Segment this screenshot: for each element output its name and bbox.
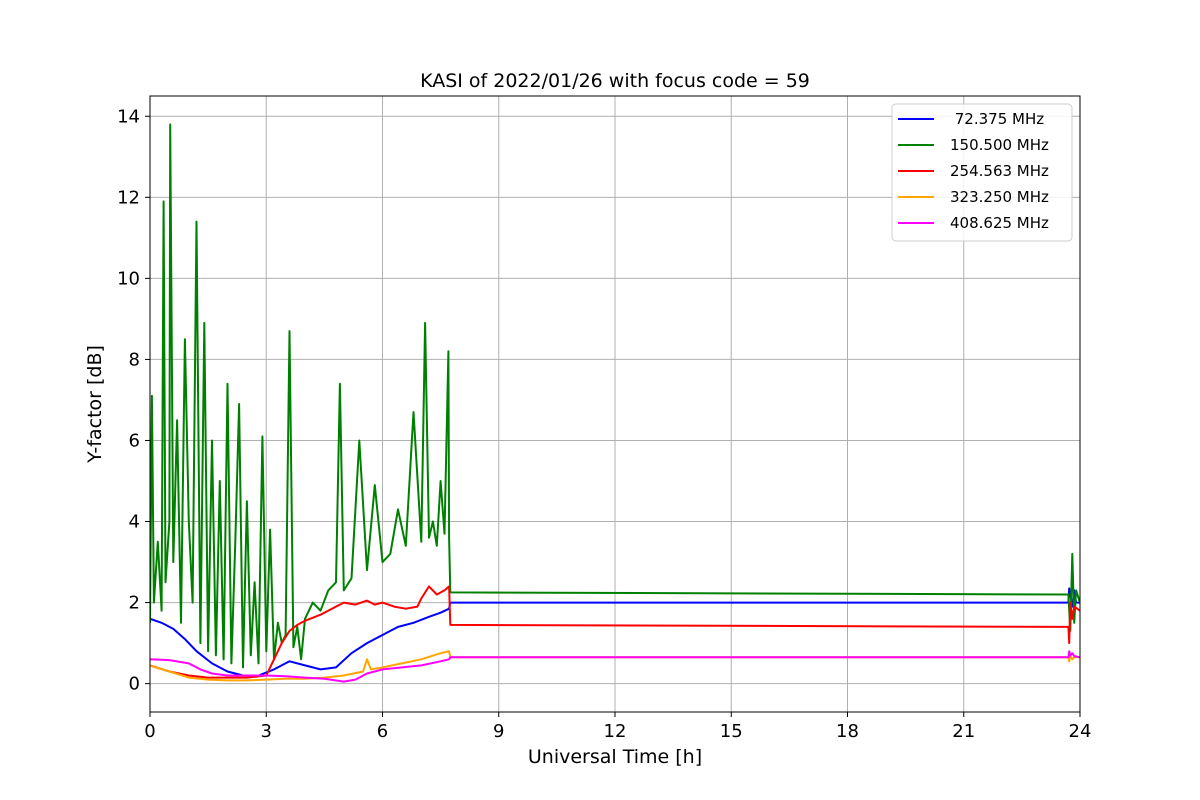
y-tick-label: 10 <box>117 268 140 289</box>
legend-label-2: 254.563 MHz <box>950 162 1049 180</box>
x-tick-label: 0 <box>144 721 155 742</box>
y-tick-label: 4 <box>129 512 140 533</box>
legend-box <box>891 103 1073 242</box>
x-tick-label: 15 <box>720 721 743 742</box>
series-line-2 <box>150 585 1080 679</box>
x-tick-label: 24 <box>1069 721 1092 742</box>
legend-label-0: 72.375 MHz <box>950 110 1044 128</box>
x-tick-label: 12 <box>604 721 627 742</box>
y-tick-label: 0 <box>129 674 140 695</box>
legend-label-4: 408.625 MHz <box>950 214 1049 232</box>
chart-title: KASI of 2022/01/26 with focus code = 59 <box>420 70 810 92</box>
series-line-4 <box>150 650 1080 683</box>
y-axis-label: Y-factor [dB] <box>84 345 106 464</box>
y-tick-label: 14 <box>117 106 140 127</box>
y-tick-label: 6 <box>129 430 140 451</box>
x-axis-label: Universal Time [h] <box>528 746 702 768</box>
series-line-0 <box>150 587 1080 677</box>
x-tick-label: 21 <box>952 721 975 742</box>
legend-label-3: 323.250 MHz <box>950 188 1049 206</box>
x-tick-label: 9 <box>493 721 504 742</box>
legend-label-1: 150.500 MHz <box>950 136 1049 154</box>
x-tick-label: 3 <box>261 721 272 742</box>
y-tick-label: 12 <box>117 187 140 208</box>
x-tick-label: 6 <box>377 721 388 742</box>
series-line-3 <box>150 650 1080 682</box>
series-layer <box>150 123 1080 683</box>
y-tick-label: 2 <box>129 593 140 614</box>
y-tick-label: 8 <box>129 349 140 370</box>
x-tick-label: 18 <box>836 721 859 742</box>
legend: 72.375 MHz 150.500 MHz 254.563 MHz 323.250 … <box>891 103 1073 242</box>
